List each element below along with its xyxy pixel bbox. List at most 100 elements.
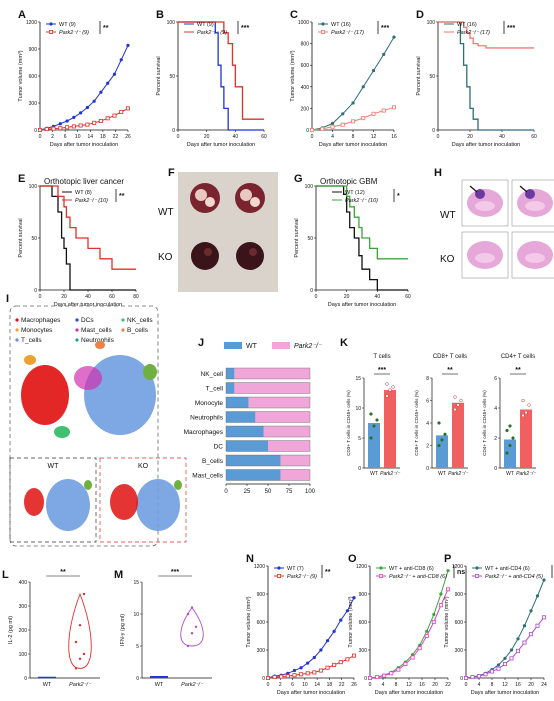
tsne-cluster-mast xyxy=(74,366,102,390)
cluster-legend-label: B_cells xyxy=(127,327,149,334)
data-point xyxy=(292,673,297,678)
x-tick-label: 16 xyxy=(419,682,425,688)
data-point xyxy=(496,663,501,667)
panel-K-sub2: CD8+ T cells 0 2 4 6 8 CD8+ T cells in CD45+ c… xyxy=(414,354,468,477)
data-point xyxy=(527,403,531,407)
data-point xyxy=(320,126,325,131)
y-tick-label: 0 xyxy=(426,466,429,472)
panel-I-label: I xyxy=(6,293,9,305)
y-axis-label: Percent survival xyxy=(18,218,24,257)
brain-inner xyxy=(525,253,545,263)
data-point xyxy=(371,111,376,116)
bar-segment-wt xyxy=(226,426,264,437)
data-point xyxy=(309,127,314,132)
panel-I: I Macrophages DCs NK_cells Monocytes Mast_cel… xyxy=(6,293,187,547)
legend-label: WT (16) xyxy=(457,22,477,28)
data-point xyxy=(112,72,117,76)
panel-L: L 0 100 200 300 400 IL-2 (pg ml) WT Park2⁻/⁻ ** xyxy=(2,569,100,688)
data-point xyxy=(521,398,525,403)
data-point xyxy=(489,669,494,674)
category-label: B_cells xyxy=(202,458,224,465)
significance-marker: *** xyxy=(378,367,386,374)
y-tick-label: 100 xyxy=(29,184,38,190)
y-tick-label: 600 xyxy=(257,620,266,626)
y-tick-label: 10 xyxy=(133,612,139,618)
x-tick-label: 40 xyxy=(375,294,381,300)
x-tick-label: 22 xyxy=(113,134,119,140)
y-tick-label: 4 xyxy=(494,406,497,412)
x-tick-label: 40 xyxy=(85,294,91,300)
tsne-cluster-macrophages xyxy=(21,365,69,425)
y-axis-label: Tumor volume (mm³) xyxy=(246,596,252,647)
bar-segment-park2 xyxy=(280,469,310,481)
data-point xyxy=(437,443,441,448)
data-point xyxy=(351,101,355,105)
cluster-legend-label: Mast_cells xyxy=(81,327,112,334)
category-label: NK_cell xyxy=(201,371,224,378)
x-tick-label: 6 xyxy=(64,134,67,140)
data-point xyxy=(332,629,336,633)
x-axis-label: Days after tumor inoculation xyxy=(328,302,396,308)
x-tick-label: 4 xyxy=(478,682,481,688)
category-label: Neutrophils xyxy=(190,415,224,422)
y-axis-label: Tumor volume (mm³) xyxy=(18,50,24,101)
data-point xyxy=(345,657,350,662)
x-tick-label: 22 xyxy=(339,682,345,688)
tsne-wt-frame xyxy=(9,457,97,543)
data-point xyxy=(71,124,76,129)
panel-G-title: Orthotopic GBM xyxy=(320,177,378,186)
data-point xyxy=(186,612,190,616)
x-axis-label: Days after tumor inoculation xyxy=(187,142,255,148)
y-tick-label: 900 xyxy=(257,592,266,598)
tsne-cluster-nk xyxy=(143,364,157,380)
y-tick-label: 15 xyxy=(133,580,139,586)
data-point xyxy=(51,126,56,131)
data-point xyxy=(522,624,527,628)
data-point xyxy=(112,113,117,118)
panel-E-label: E xyxy=(18,173,25,185)
y-tick-label: 800 xyxy=(301,42,310,48)
category-label: Macrophages xyxy=(184,429,224,436)
data-point xyxy=(194,625,198,628)
data-point xyxy=(439,592,443,596)
bar-segment-park2 xyxy=(280,455,310,466)
legend-label: Park2⁻/⁻ (9) xyxy=(287,574,317,580)
data-point xyxy=(361,85,365,89)
data-point xyxy=(391,385,395,389)
data-point xyxy=(292,668,297,673)
x-tick-label: 20 xyxy=(528,682,534,688)
bar-segment-wt xyxy=(226,469,281,481)
legend-marker xyxy=(475,566,479,570)
y-axis-label: IFN-γ (pg ml) xyxy=(120,614,126,646)
legend-label: WT + anti-CD8 (6) xyxy=(389,566,434,572)
y-tick-label: 0 xyxy=(494,466,497,472)
x-tick-label: 18 xyxy=(100,134,106,140)
data-point xyxy=(72,115,76,119)
y-tick-label: 50 xyxy=(31,236,37,242)
data-point xyxy=(508,424,512,428)
significance-marker: ** xyxy=(447,367,453,374)
data-point xyxy=(521,413,525,418)
data-point xyxy=(272,675,277,680)
data-point xyxy=(385,394,389,398)
x-tick-label: 24 xyxy=(541,682,547,688)
bar-outline xyxy=(225,411,311,423)
data-point xyxy=(516,648,521,653)
panel-B-label: B xyxy=(156,9,164,21)
bar-segment-wt xyxy=(226,382,235,394)
y-tick-label: 1200 xyxy=(452,564,463,570)
legend-label-wt: WT xyxy=(246,343,258,350)
data-point xyxy=(369,412,373,416)
data-point xyxy=(106,81,110,85)
data-point xyxy=(119,110,124,115)
x-tick-label: 26 xyxy=(125,134,131,140)
panel-C-label: C xyxy=(290,9,298,21)
x-tick-label: 20 xyxy=(344,294,350,300)
category-label: WT xyxy=(438,471,446,477)
data-point xyxy=(92,99,96,103)
y-tick-label: 900 xyxy=(29,47,38,53)
x-tick-label: 40 xyxy=(233,134,239,140)
data-point xyxy=(453,395,457,399)
y-tick-label: 1200 xyxy=(356,564,367,570)
